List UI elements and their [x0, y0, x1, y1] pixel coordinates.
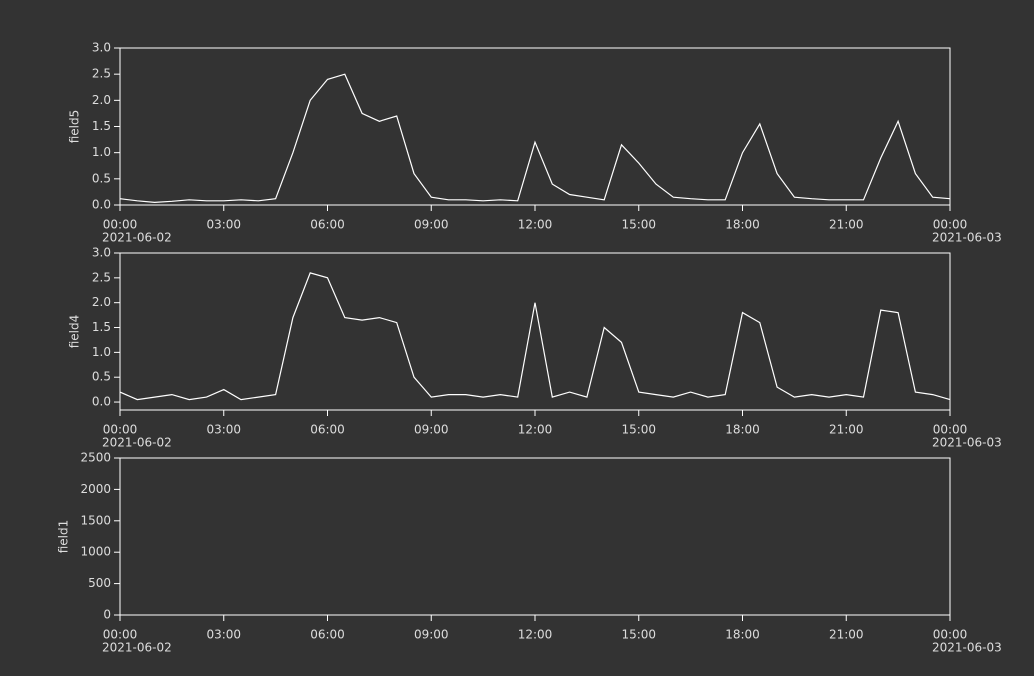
y-axis-label: field4 [68, 315, 82, 349]
y-tick-label: 1500 [80, 513, 111, 527]
y-tick-label: 1.0 [92, 145, 111, 159]
x-tick-label: 21:00 [829, 628, 864, 642]
x-tick-label: 15:00 [621, 423, 656, 437]
y-tick-label: 0.5 [92, 171, 111, 185]
x-tick-label: 12:00 [518, 218, 553, 232]
y-tick-label: 1.0 [92, 345, 111, 359]
y-tick-label: 2.0 [92, 93, 111, 107]
data-line [119, 73, 951, 204]
y-tick-label: 2.5 [92, 67, 111, 81]
x-date-label: 2021-06-02 [102, 436, 172, 450]
x-tick-label: 06:00 [310, 628, 345, 642]
x-date-label: 2021-06-03 [932, 231, 1002, 245]
x-tick-label: 15:00 [621, 218, 656, 232]
plot-frame [119, 457, 951, 616]
x-tick-label: 12:00 [518, 423, 553, 437]
plot-frame [119, 252, 951, 411]
y-tick-label: 3.0 [92, 246, 111, 260]
x-tick-label: 18:00 [725, 628, 760, 642]
x-date-label: 2021-06-02 [102, 641, 172, 655]
plot-frame [119, 47, 951, 206]
x-tick-label: 09:00 [414, 423, 449, 437]
y-axis-label: field5 [68, 110, 82, 144]
x-tick-label: 03:00 [206, 628, 241, 642]
x-tick-label: 21:00 [829, 218, 864, 232]
y-tick-label: 0 [103, 608, 111, 622]
y-tick-label: 0.0 [92, 395, 111, 409]
x-tick-label: 00:00 [933, 423, 968, 437]
x-tick-label: 00:00 [933, 218, 968, 232]
x-tick-label: 06:00 [310, 423, 345, 437]
x-date-label: 2021-06-03 [932, 641, 1002, 655]
x-tick-label: 00:00 [103, 218, 138, 232]
y-tick-label: 1.5 [92, 119, 111, 133]
y-tick-label: 0.0 [92, 198, 111, 212]
x-tick-label: 21:00 [829, 423, 864, 437]
x-tick-label: 03:00 [206, 218, 241, 232]
y-tick-label: 2500 [80, 451, 111, 465]
x-tick-label: 18:00 [725, 218, 760, 232]
y-tick-label: 1000 [80, 545, 111, 559]
x-tick-label: 09:00 [414, 628, 449, 642]
y-tick-label: 1.5 [92, 320, 111, 334]
y-axis-label: field1 [57, 520, 71, 554]
y-tick-label: 2.0 [92, 295, 111, 309]
x-tick-label: 00:00 [103, 628, 138, 642]
x-tick-label: 15:00 [621, 628, 656, 642]
y-tick-label: 0.5 [92, 370, 111, 384]
x-date-label: 2021-06-02 [102, 231, 172, 245]
x-tick-label: 18:00 [725, 423, 760, 437]
y-tick-label: 3.0 [92, 41, 111, 55]
y-tick-label: 2000 [80, 482, 111, 496]
x-tick-label: 00:00 [103, 423, 138, 437]
x-tick-label: 12:00 [518, 628, 553, 642]
y-tick-label: 500 [88, 576, 111, 590]
x-date-label: 2021-06-03 [932, 436, 1002, 450]
data-line [119, 272, 951, 401]
x-tick-label: 03:00 [206, 423, 241, 437]
x-tick-label: 00:00 [933, 628, 968, 642]
y-tick-label: 2.5 [92, 270, 111, 284]
x-tick-label: 06:00 [310, 218, 345, 232]
x-tick-label: 09:00 [414, 218, 449, 232]
